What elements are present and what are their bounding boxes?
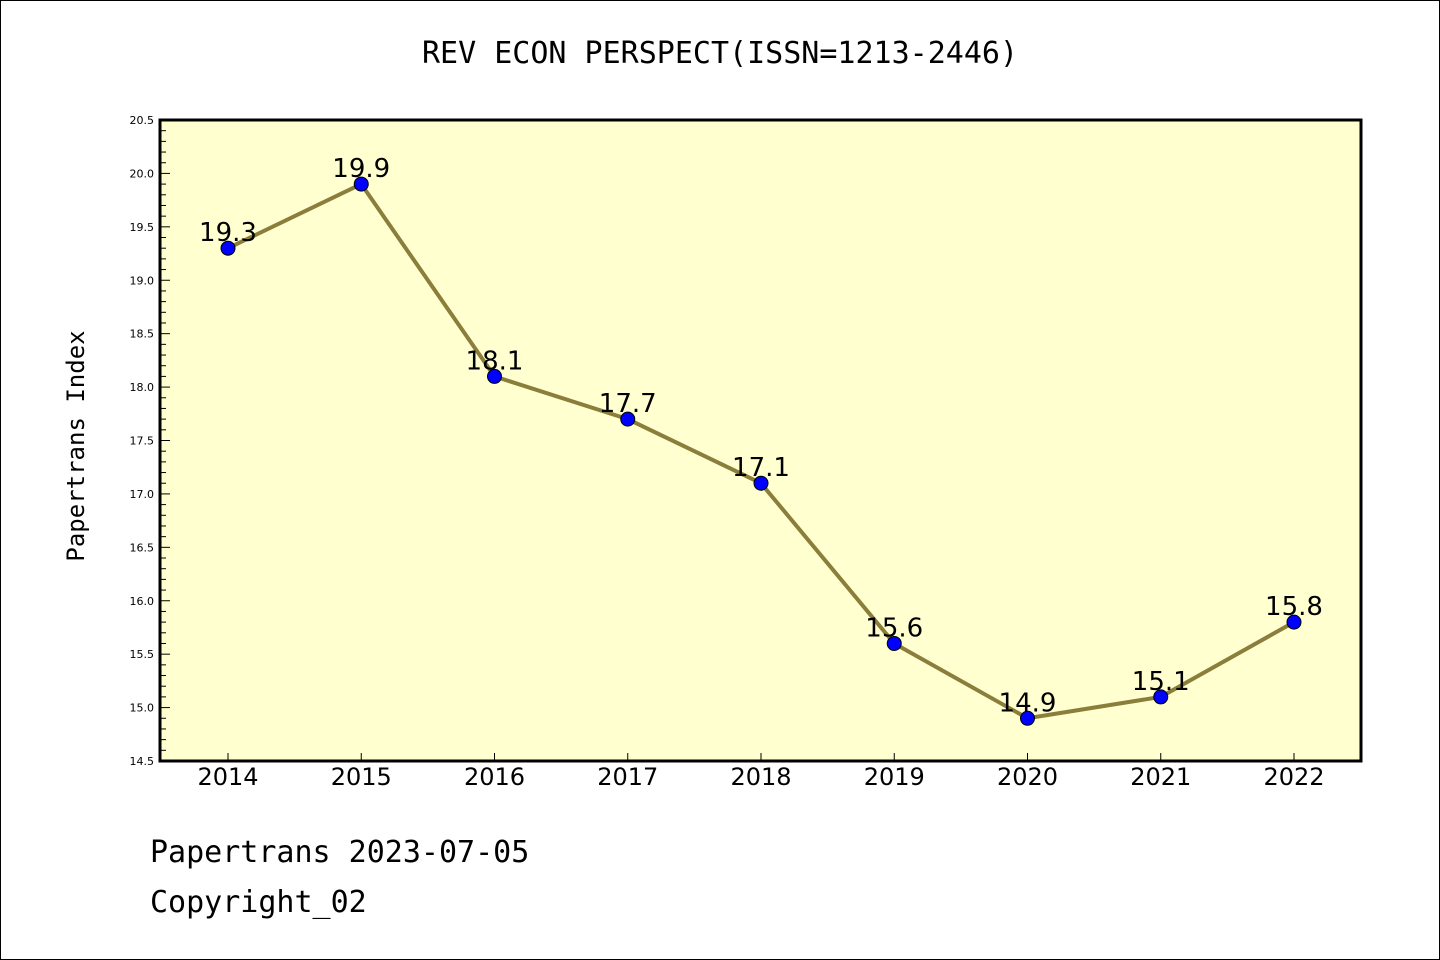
x-tick-label: 2016 [464,763,525,791]
x-tick-label: 2018 [730,763,791,791]
footer-copyright: Copyright_02 [150,885,367,920]
x-axis: 2014 2015 2016 2017 2018 2019 2020 2021 2022 [197,753,1325,791]
data-point [753,475,769,491]
y-tick-label: 15.5 [130,648,155,661]
data-label: 17.1 [732,453,790,483]
data-point [620,411,636,427]
y-axis: 14.5 15.0 15.5 16.0 16.5 17.0 17.5 18.0 18.5 19.0… [130,114,170,768]
y-tick-label: 16.0 [130,595,155,608]
x-tick-label: 2022 [1263,763,1324,791]
data-labels: 19.3 19.9 18.1 17.7 17.1 15.6 14.9 15.1 15.8 [199,154,1323,718]
y-tick-label: 19.0 [130,274,155,287]
y-tick-label: 16.5 [130,541,155,554]
data-point [1020,710,1035,726]
data-point [487,368,502,384]
y-tick-label: 17.0 [130,488,155,501]
y-tick-label: 15.0 [130,702,155,715]
y-tick-label: 14.5 [130,755,155,768]
data-label: 19.3 [199,218,257,248]
data-point [353,176,369,192]
chart-title: REV ECON PERSPECT(ISSN=1213-2446) [421,36,1019,71]
x-tick-label: 2014 [197,763,258,791]
x-tick-label: 2020 [997,763,1058,791]
data-label: 18.1 [466,346,524,376]
footer-date: Papertrans 2023-07-05 [150,835,530,870]
plot-border [158,118,1363,763]
data-point [220,240,236,256]
data-point [1286,614,1302,630]
data-point [1153,689,1169,705]
y-tick-label: 19.5 [130,221,155,234]
data-label: 17.7 [599,389,657,419]
data-label: 19.9 [332,154,390,184]
y-tick-label: 20.0 [130,167,155,180]
plot-area [160,120,1361,761]
x-tick-label: 2015 [331,763,392,791]
data-label: 15.8 [1265,592,1323,622]
data-points [220,176,1302,726]
data-label: 14.9 [999,688,1057,718]
y-tick-label: 18.0 [130,381,155,394]
x-tick-label: 2017 [597,763,658,791]
y-axis-label: Papertrans Index [62,330,90,561]
y-tick-label: 18.5 [130,328,155,341]
y-tick-label: 20.5 [130,114,155,127]
data-label: 15.1 [1132,667,1190,697]
data-point [886,635,902,651]
data-label: 15.6 [865,613,923,643]
x-tick-label: 2019 [864,763,925,791]
x-tick-label: 2021 [1130,763,1191,791]
y-tick-label: 17.5 [130,435,155,448]
